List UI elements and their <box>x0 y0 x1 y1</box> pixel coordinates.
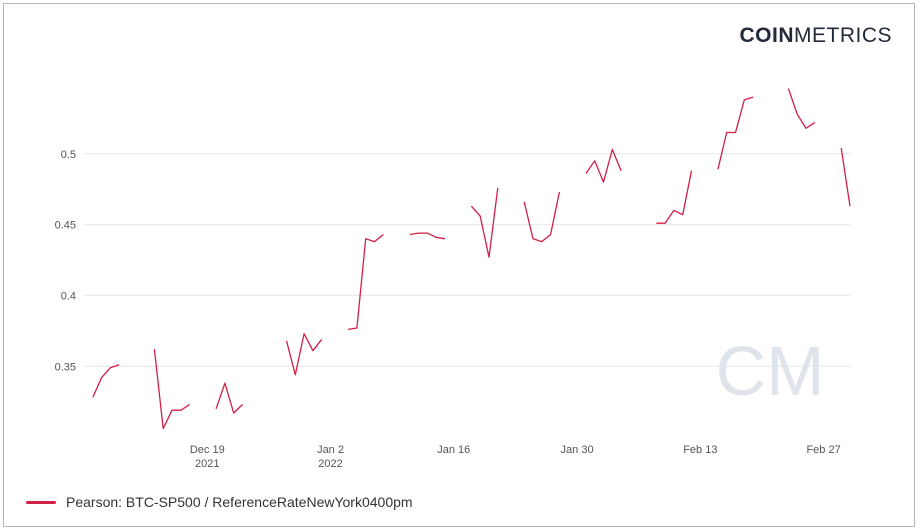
y-tick-label: 0.5 <box>61 149 76 161</box>
series-line-segment[interactable] <box>840 148 851 207</box>
x-tick-label: Feb 27 <box>806 444 840 456</box>
x-tick-label: Feb 13 <box>683 444 717 456</box>
series-line-segment[interactable] <box>470 187 499 258</box>
x-axis-ticks: Dec 19 2021 Jan 2 2022 Jan 16 Jan 30 Feb 13 Feb… <box>190 444 841 470</box>
legend-label: Pearson: BTC-SP500 / ReferenceRateNewYor… <box>66 494 413 510</box>
series-line-segment[interactable] <box>153 349 191 430</box>
x-tick-sublabel: 2021 <box>195 458 219 470</box>
series-line-segment[interactable] <box>523 191 561 243</box>
y-axis-ticks: 0.35 0.4 0.45 0.5 <box>55 149 76 374</box>
series-line-segment[interactable] <box>787 88 816 129</box>
series-line-segment[interactable] <box>285 333 323 376</box>
x-tick-sublabel: 2022 <box>318 458 342 470</box>
series-line-segment[interactable] <box>656 170 693 224</box>
series-line-segment[interactable] <box>585 148 622 183</box>
chart-frame: COINMETRICS Pearson: BTC-SP500 / Referen… <box>3 3 915 527</box>
x-tick-label: Jan 16 <box>437 444 470 456</box>
y-tick-label: 0.4 <box>61 290 76 302</box>
series-line-segment[interactable] <box>215 382 243 414</box>
series-line-segment[interactable] <box>347 233 384 331</box>
chart-legend[interactable]: Pearson: BTC-SP500 / ReferenceRateNewYor… <box>26 494 413 510</box>
grid-lines <box>84 153 850 367</box>
series-line-segment[interactable] <box>409 232 446 240</box>
series-lines <box>92 88 851 430</box>
y-tick-label: 0.45 <box>55 220 76 232</box>
x-tick-label: Jan 30 <box>561 444 594 456</box>
x-tick-label: Jan 2 <box>317 444 344 456</box>
cm-watermark: CM <box>716 332 825 410</box>
series-line-segment[interactable] <box>717 96 754 170</box>
logo-light-text: METRICS <box>794 24 892 47</box>
logo-bold-text: COIN <box>739 24 794 47</box>
series-line-segment[interactable] <box>92 364 120 398</box>
legend-swatch <box>26 500 56 504</box>
y-tick-label: 0.35 <box>55 361 76 373</box>
x-tick-label: Dec 19 <box>190 444 225 456</box>
coinmetrics-logo: COINMETRICS <box>740 24 893 48</box>
